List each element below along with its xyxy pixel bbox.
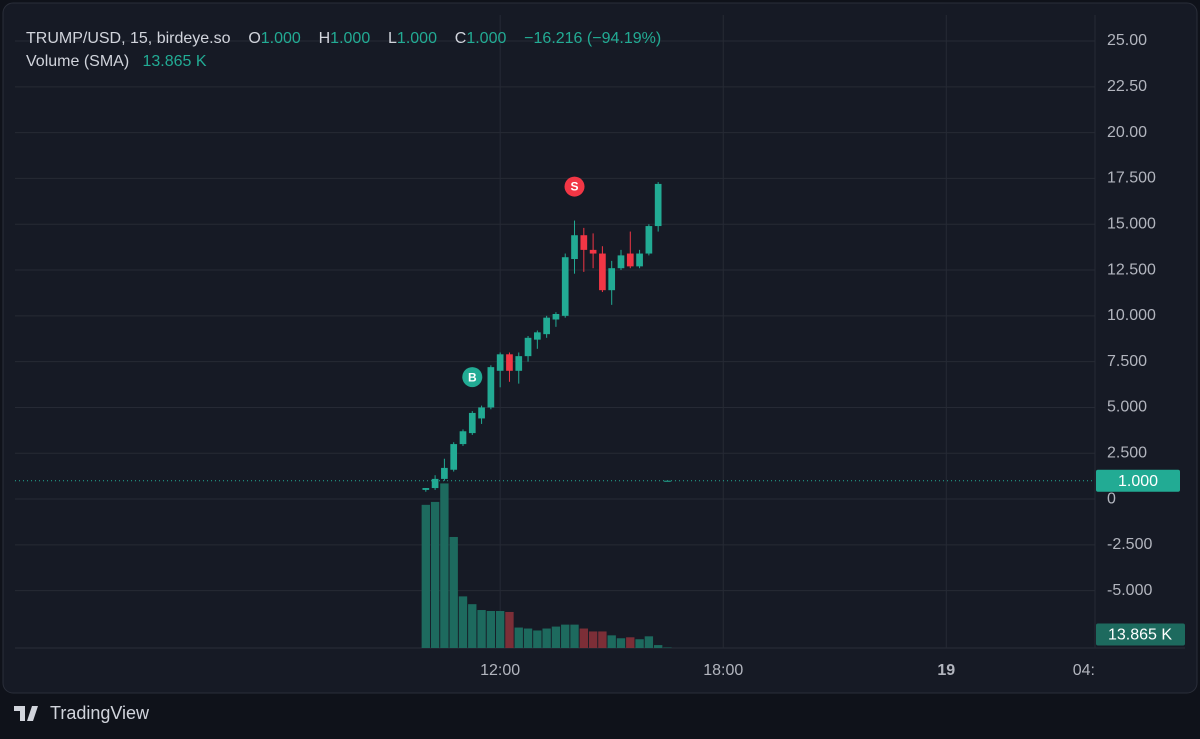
ohlc-value: 1.000 bbox=[396, 30, 437, 47]
candle-body bbox=[645, 226, 653, 254]
legend: TRUMP/USD, 15, birdeye.so O1.000 H1.000 … bbox=[26, 27, 661, 73]
volume-bar bbox=[523, 628, 533, 648]
candle-body bbox=[459, 431, 467, 445]
x-tick-label: 12:00 bbox=[480, 662, 520, 679]
ohlc-value: 1.000 bbox=[466, 30, 507, 47]
candle-body bbox=[571, 235, 578, 260]
trade-marker bbox=[564, 176, 585, 197]
y-tick-label: 25.00 bbox=[1107, 32, 1147, 49]
candle-body bbox=[506, 354, 513, 371]
candle-body bbox=[422, 488, 430, 490]
candle-body bbox=[636, 253, 643, 267]
ohlc-name: C bbox=[454, 30, 467, 47]
y-tick-label: 10.000 bbox=[1107, 307, 1156, 324]
y-tick-label: 2.500 bbox=[1107, 444, 1147, 461]
y-tick-label: 17.500 bbox=[1107, 170, 1156, 187]
last-volume-box bbox=[1096, 623, 1185, 646]
candle-body bbox=[617, 255, 625, 269]
candle-body bbox=[589, 249, 597, 254]
candle-body bbox=[533, 332, 541, 340]
volume-bar bbox=[607, 635, 616, 648]
candle-body bbox=[487, 367, 495, 408]
volume-bar bbox=[449, 536, 458, 648]
candle-body bbox=[478, 407, 485, 419]
ohlc-name: O bbox=[248, 30, 261, 47]
change: −16.216 (−94.19%) bbox=[524, 30, 662, 47]
x-tick-label: 04: bbox=[1073, 662, 1095, 679]
last-price-label: 1.000 bbox=[1118, 473, 1158, 490]
last-price-box bbox=[1096, 469, 1180, 492]
y-tick-label: 7.500 bbox=[1107, 353, 1147, 370]
y-tick-label: 5.000 bbox=[1107, 399, 1147, 416]
logo-text: TradingView bbox=[50, 703, 150, 723]
volume-bar bbox=[579, 628, 588, 648]
y-tick-label: 12.500 bbox=[1107, 261, 1156, 278]
volume-bar bbox=[626, 637, 635, 648]
candle-body bbox=[543, 317, 550, 335]
candle-body bbox=[599, 253, 606, 291]
ohlc-name: H bbox=[318, 30, 331, 47]
y-tick-label: -5.000 bbox=[1107, 582, 1152, 599]
x-tick-label: 19 bbox=[937, 662, 955, 679]
chart-panel bbox=[2, 2, 1198, 694]
trade-marker bbox=[462, 367, 483, 388]
logo[interactable]: TradingView bbox=[14, 703, 149, 724]
volume-bar bbox=[477, 610, 486, 648]
volume-bar bbox=[468, 604, 477, 648]
volume-bar bbox=[486, 610, 496, 648]
ohlc-name: L bbox=[388, 30, 397, 47]
volume-bar bbox=[588, 631, 598, 648]
legend-row: TRUMP/USD, 15, birdeye.so O1.000 H1.000 … bbox=[26, 27, 661, 50]
logo-icon bbox=[14, 705, 39, 721]
ohlc-value: 1.000 bbox=[260, 30, 301, 47]
trade-marker-label: S bbox=[571, 180, 579, 194]
y-tick-label: 22.50 bbox=[1107, 78, 1147, 95]
candle-body bbox=[441, 467, 448, 479]
volume-bar bbox=[635, 639, 644, 648]
legend-row: Volume (SMA) 13.865 K bbox=[26, 50, 661, 73]
volume-bar bbox=[421, 504, 430, 648]
candle-body bbox=[561, 257, 569, 316]
candle-body bbox=[524, 337, 532, 357]
volume-bar bbox=[440, 483, 449, 648]
candle-body bbox=[515, 356, 523, 371]
trade-marker-label: B bbox=[468, 370, 477, 384]
candle-body bbox=[552, 314, 560, 320]
y-tick-label: -2.500 bbox=[1107, 536, 1152, 553]
candle-body bbox=[496, 354, 504, 371]
volume-bar bbox=[644, 636, 654, 648]
volume-bar bbox=[551, 626, 561, 648]
candle-body bbox=[626, 253, 634, 267]
candle-body bbox=[654, 183, 662, 227]
candle-body bbox=[608, 268, 616, 291]
volume-bar bbox=[561, 624, 570, 648]
volume-value: 13.865 K bbox=[142, 53, 207, 70]
volume-bar bbox=[533, 630, 542, 648]
y-tick-label: 15.000 bbox=[1107, 215, 1156, 232]
volume-bar bbox=[542, 628, 551, 648]
symbol: TRUMP/USD, 15, birdeye.so bbox=[26, 30, 231, 47]
ohlc-value: 1.000 bbox=[330, 30, 371, 47]
volume-bar bbox=[598, 631, 607, 648]
volume-bar bbox=[514, 627, 523, 648]
volume-bar bbox=[570, 624, 579, 648]
volume-bar bbox=[430, 501, 440, 648]
y-tick-label: 0 bbox=[1107, 490, 1116, 507]
candle-body bbox=[580, 235, 588, 250]
volume-bar bbox=[495, 610, 505, 648]
volume-bar bbox=[505, 611, 514, 648]
volume-bar bbox=[653, 645, 663, 648]
candle-body bbox=[431, 478, 439, 489]
candle-body bbox=[450, 444, 458, 470]
volume-bar bbox=[616, 638, 626, 648]
x-tick-label: 18:00 bbox=[703, 662, 743, 679]
candle-body bbox=[468, 412, 476, 434]
last-volume-label: 13.865 K bbox=[1108, 627, 1172, 644]
volume-bar bbox=[458, 596, 468, 648]
volume-title: Volume (SMA) bbox=[26, 53, 130, 70]
y-tick-label: 20.00 bbox=[1107, 124, 1147, 141]
